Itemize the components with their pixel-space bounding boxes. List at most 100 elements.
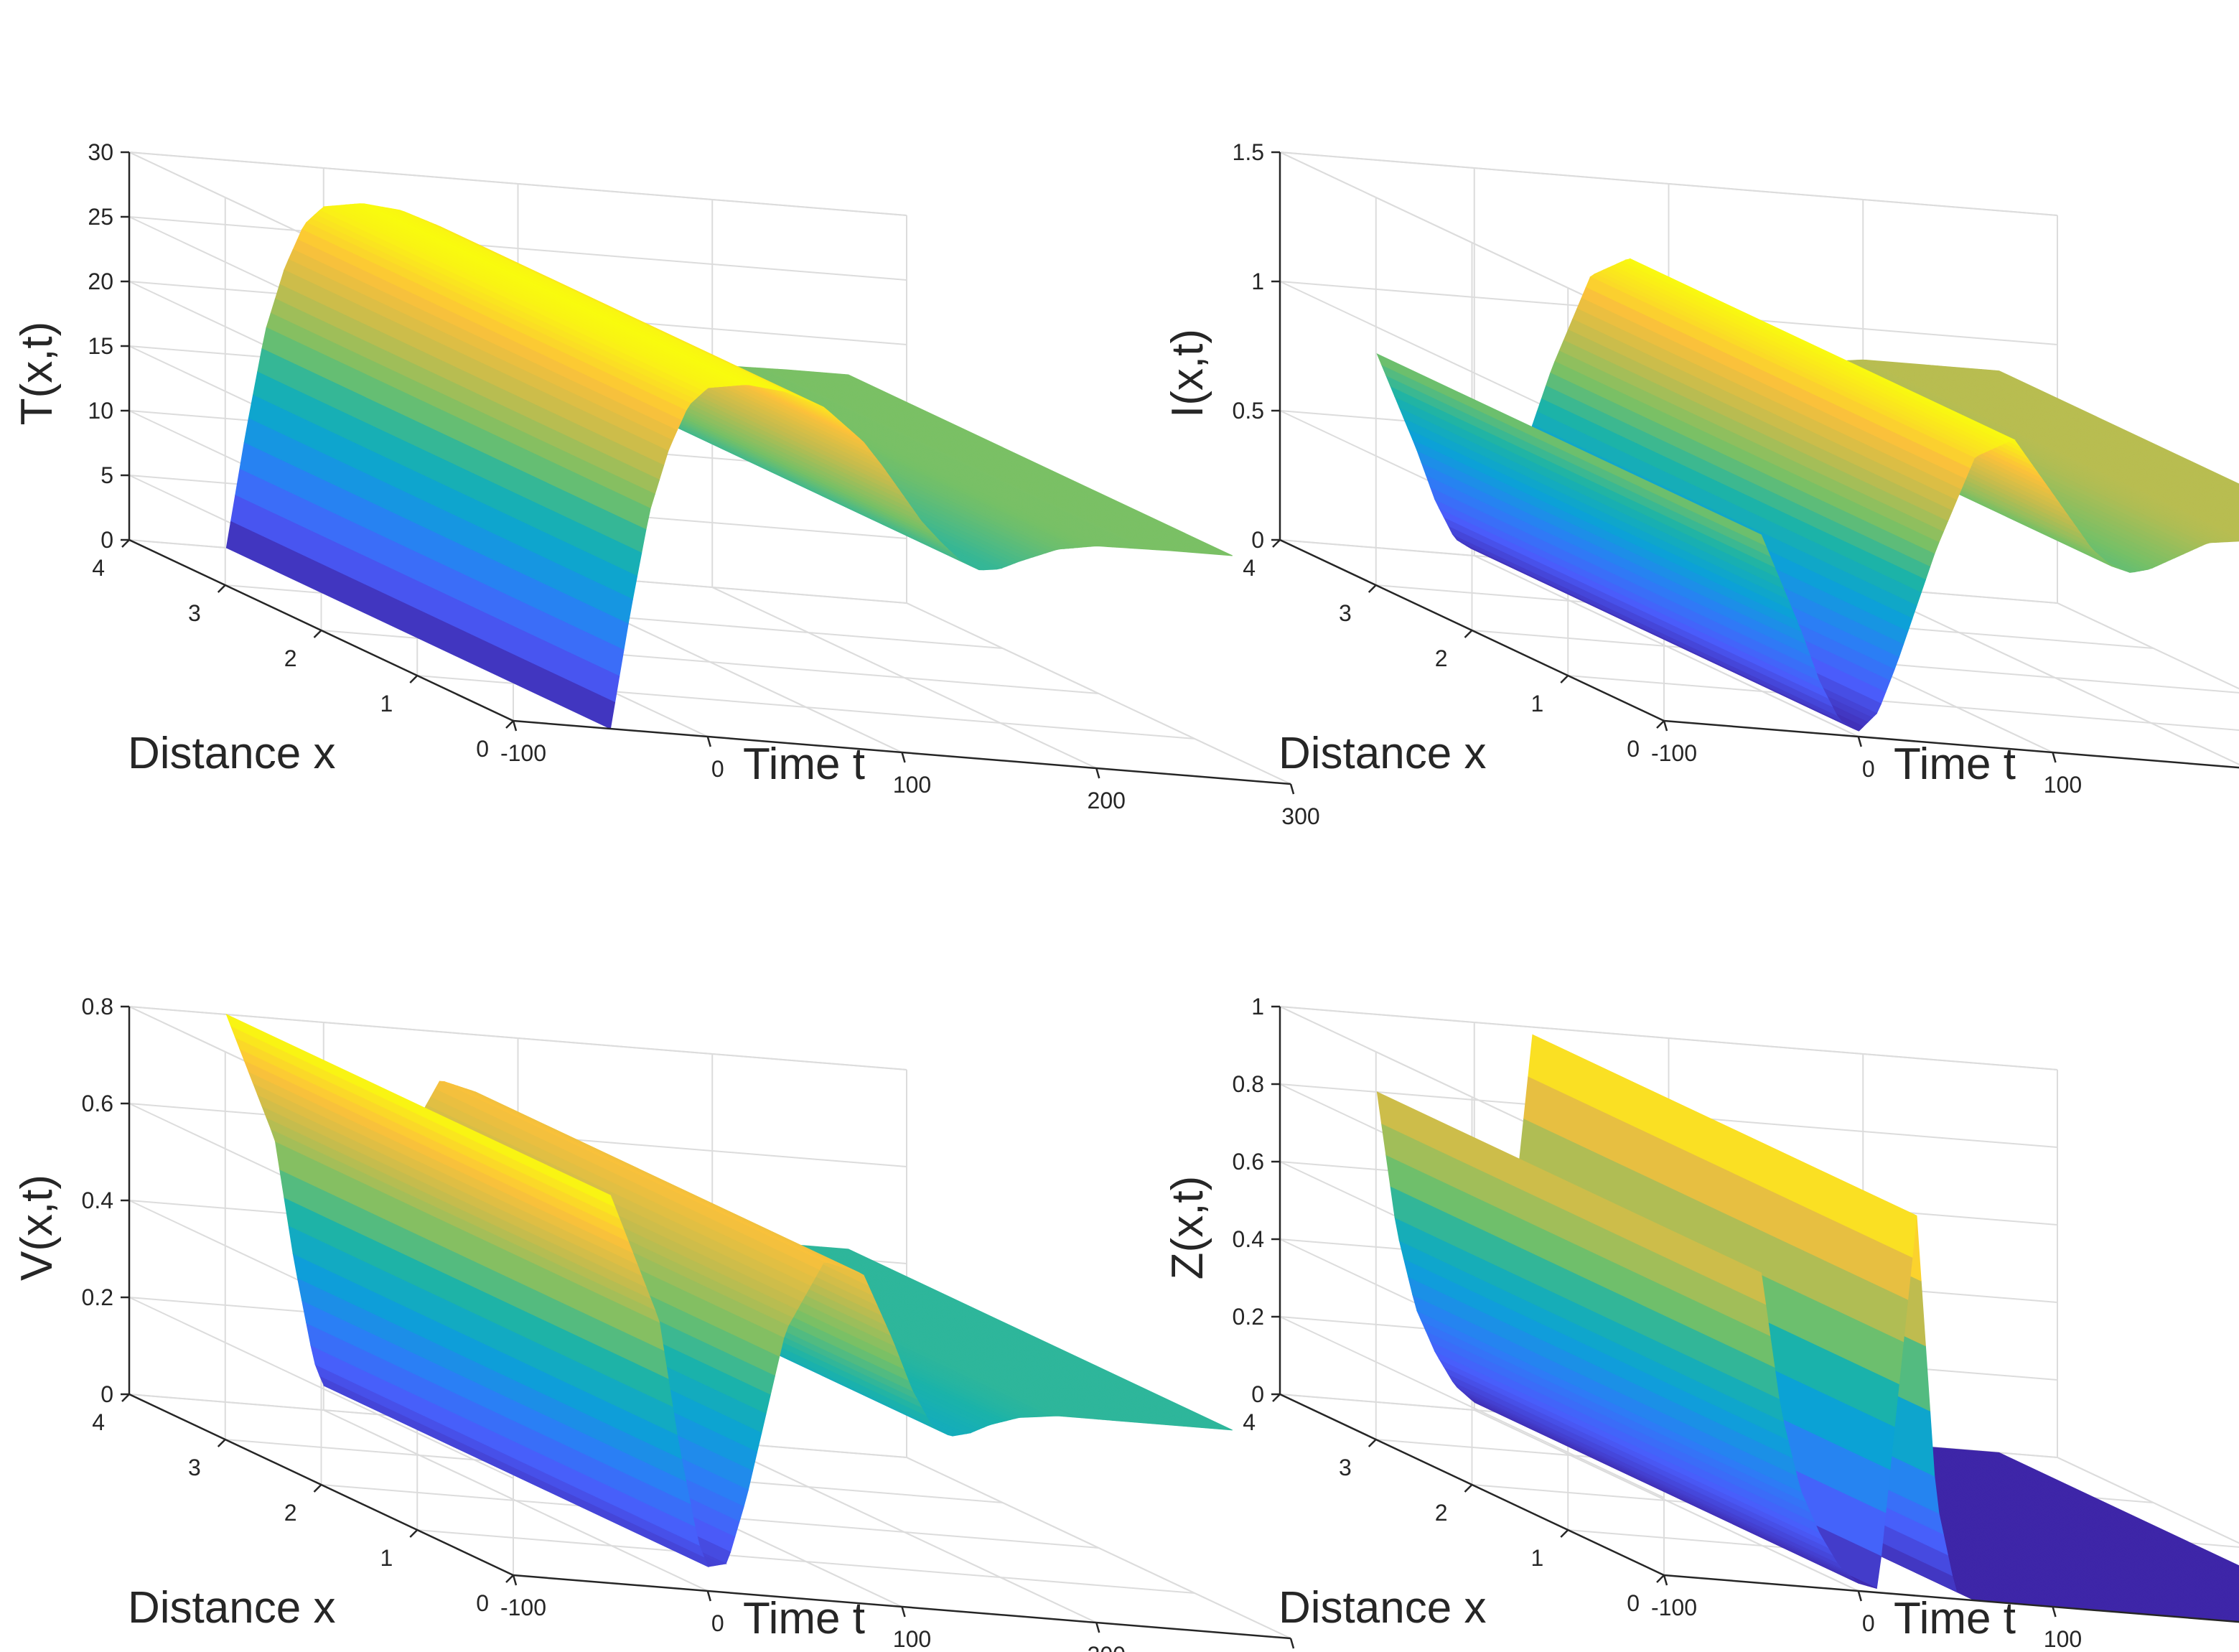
x-tick-label: 4 [1243, 1409, 1256, 1435]
z-tick-label: 0.4 [1233, 1226, 1264, 1252]
surface [225, 203, 1233, 729]
x-tick-label: 3 [1339, 600, 1352, 626]
x-axis-label: Distance x [1279, 729, 1486, 778]
t-tick-label: 0 [711, 756, 724, 782]
surface [225, 1014, 1233, 1568]
x-tick-label: 1 [380, 1545, 393, 1571]
z-tick-label: 25 [88, 204, 113, 230]
x-tick-label: 2 [1435, 1500, 1448, 1526]
z-tick-label: 10 [88, 398, 113, 424]
grid-line [128, 216, 907, 281]
z-tick-label: 30 [88, 139, 113, 165]
t-tick-mark [1663, 720, 1668, 732]
t-tick-label: 100 [2044, 772, 2082, 798]
t-tick-label: 0 [1862, 756, 1875, 782]
z-axis-label: Z(x,t) [1163, 1176, 1212, 1280]
t-tick-mark [512, 1574, 518, 1586]
surface [1376, 258, 2239, 732]
z-tick-label: 0.2 [1233, 1304, 1264, 1330]
z-tick-label: 0.4 [82, 1187, 113, 1213]
z-tick-label: 0.8 [82, 994, 113, 1019]
x-tick-mark [1656, 720, 1665, 729]
surface-strip [1376, 1091, 1767, 1305]
z-tick-label: 0.6 [1233, 1149, 1264, 1175]
x-tick-label: 0 [476, 736, 489, 762]
x-axis-label: Distance x [1279, 1583, 1486, 1633]
z-tick-label: 0.6 [82, 1091, 113, 1116]
x-tick-mark [1560, 1529, 1569, 1538]
surface-strip [225, 1014, 616, 1208]
x-tick-mark [1464, 1484, 1473, 1493]
z-axis-label: I(x,t) [1163, 329, 1212, 418]
grid-line [128, 1297, 514, 1479]
x-tick-mark [1272, 1394, 1281, 1402]
t-tick-mark [1857, 736, 1862, 747]
t-tick-label: 100 [893, 772, 931, 798]
z-tick-label: 1 [1251, 269, 1264, 294]
subplot-4: 00.20.40.60.8101234-1000100200300Z(x,t)D… [1163, 994, 2239, 1652]
x-tick-mark [409, 1529, 419, 1538]
t-tick-label: 200 [1088, 1642, 1126, 1652]
grid-line [1279, 1006, 2058, 1070]
grid-line [1279, 151, 2058, 216]
grid-line [417, 1529, 1195, 1594]
x-tick-mark [409, 675, 419, 683]
grid-line [128, 151, 907, 216]
grid-line [2057, 1457, 2239, 1544]
x-tick-label: 4 [1243, 555, 1256, 581]
t-axis-label: Time t [1894, 1594, 2016, 1643]
axes [121, 1005, 1295, 1649]
t-tick-mark [1095, 1622, 1100, 1633]
grid-line [2057, 602, 2239, 690]
x-tick-mark [121, 539, 130, 548]
t-tick-mark [706, 736, 711, 747]
z-tick-label: 1.5 [1233, 139, 1264, 165]
z-tick-label: 15 [88, 333, 113, 359]
t-tick-mark [1289, 1638, 1295, 1649]
surface-strip [1376, 353, 1767, 546]
t-tick-label: 200 [2238, 1642, 2239, 1652]
t-tick-label: 0 [1862, 1610, 1875, 1636]
t-tick-mark [901, 752, 906, 763]
x-tick-label: 3 [1339, 1455, 1352, 1480]
z-tick-label: 0 [101, 1381, 113, 1407]
t-tick-label: 200 [2238, 788, 2239, 813]
x-tick-label: 4 [92, 555, 105, 581]
z-tick-label: 0 [101, 527, 113, 553]
z-tick-label: 0 [1251, 1381, 1264, 1407]
t-tick-mark [1663, 1574, 1668, 1586]
x-tick-label: 1 [1530, 691, 1543, 717]
z-tick-label: 0.2 [82, 1284, 113, 1310]
grid-line [128, 1006, 907, 1070]
x-tick-label: 2 [284, 645, 297, 671]
x-axis-label: Distance x [128, 1583, 335, 1633]
x-tick-label: 0 [476, 1590, 489, 1616]
z-axis-label: V(x,t) [12, 1175, 62, 1281]
t-tick-mark [1289, 783, 1295, 795]
subplot-1: 05101520253001234-1000100200300T(x,t)Dis… [12, 139, 1320, 829]
x-axis-label: Distance x [128, 729, 335, 778]
x-tick-label: 2 [1435, 645, 1448, 671]
axes [1271, 1005, 2239, 1623]
z-tick-label: 0.8 [1233, 1071, 1264, 1097]
x-tick-label: 3 [188, 1455, 201, 1480]
x-tick-mark [217, 1439, 226, 1447]
grid-line [1279, 1316, 1665, 1498]
t-tick-mark [901, 1606, 906, 1618]
x-tick-mark [217, 584, 226, 593]
t-tick-mark [2052, 752, 2057, 763]
t-tick-mark [1857, 1590, 1862, 1602]
x-tick-mark [1368, 584, 1377, 593]
x-tick-label: 1 [380, 691, 393, 717]
surface-strip [225, 521, 616, 729]
x-tick-label: 3 [188, 600, 201, 626]
axes [1271, 151, 2239, 769]
t-axis-label: Time t [743, 1594, 865, 1643]
surface-strip [1994, 1452, 2239, 1568]
x-tick-mark [313, 630, 322, 638]
z-tick-label: 5 [101, 462, 113, 488]
x-tick-mark [1272, 539, 1281, 548]
grid-line [1568, 675, 2239, 731]
t-tick-label: 100 [2044, 1626, 2082, 1652]
